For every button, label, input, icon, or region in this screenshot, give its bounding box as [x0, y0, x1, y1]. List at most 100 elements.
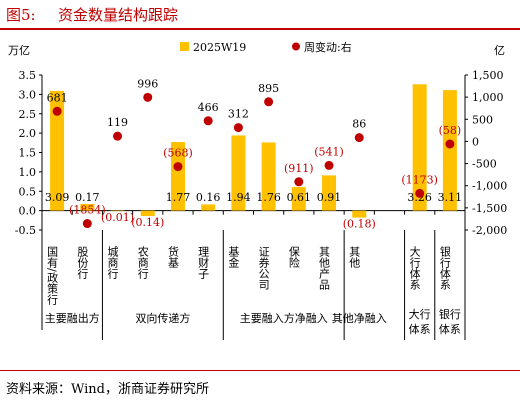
left-tick-label: 2.5: [19, 108, 37, 121]
point-value-label: 312: [228, 108, 249, 121]
bar-2025w19: [201, 204, 216, 211]
right-tick-label: -1,000: [472, 180, 507, 193]
category-label: 城商行: [106, 246, 119, 280]
bar-2025w19: [442, 90, 457, 211]
category-label: 理财子: [197, 246, 210, 279]
bar-2025w19: [140, 210, 155, 217]
category-label: 股份行: [76, 246, 89, 280]
weekly-change-point: [52, 106, 62, 116]
left-tick-label: 1.5: [19, 147, 37, 160]
weekly-change-point: [354, 133, 364, 143]
category-label: 基金: [227, 246, 240, 268]
legend-label-point: 周变动:右: [304, 40, 352, 54]
group-label: 体系: [409, 322, 431, 336]
category-label: 保险: [287, 245, 300, 269]
right-axis-unit: 亿: [494, 44, 505, 57]
bar-2025w19: [80, 204, 95, 211]
bar-value-label: (0.01): [101, 211, 134, 224]
group-label: 体系: [439, 322, 461, 336]
category-label: 其他: [348, 246, 361, 268]
point-value-label: (1173): [401, 173, 438, 186]
category-label: 大行体系: [408, 245, 421, 290]
right-tick-label: -2,000: [472, 224, 507, 237]
point-value-label: (911): [284, 162, 314, 175]
point-value-label: (1854): [69, 204, 106, 217]
weekly-change-point: [264, 97, 274, 107]
weekly-change-point: [324, 160, 334, 170]
group-label: 主要融出方: [45, 311, 100, 325]
bar-value-label: 3.11: [438, 191, 463, 204]
point-value-label: 996: [137, 77, 158, 90]
bar-2025w19: [170, 142, 185, 211]
weekly-change-point: [82, 219, 92, 229]
point-value-label: 119: [107, 116, 128, 129]
left-tick-label: 2.0: [19, 127, 37, 140]
title-bar: 图5: 资金数量结构跟踪: [0, 0, 520, 30]
category-label: 其他产品: [318, 246, 331, 290]
weekly-change-point: [445, 139, 455, 149]
bar-2025w19: [412, 84, 427, 211]
point-value-label: 466: [198, 101, 219, 114]
group-label: 其他净融入: [332, 311, 387, 325]
bar-value-label: 1.94: [226, 191, 251, 204]
footer-rule: [0, 370, 520, 371]
left-tick-label: 3.0: [19, 88, 37, 101]
right-tick-label: 1,000: [472, 91, 504, 104]
source-note: 资料来源：Wind，浙商证券研究所: [6, 382, 209, 397]
bar-2025w19: [50, 90, 65, 211]
weekly-change-point: [203, 116, 213, 126]
left-tick-label: 0.5: [19, 185, 37, 198]
weekly-change-point: [113, 131, 123, 141]
bar-value-label: (0.18): [343, 218, 376, 231]
weekly-change-point: [294, 177, 304, 187]
chart-title: 资金数量结构跟踪: [58, 6, 179, 24]
left-tick-label: 1.0: [19, 166, 37, 179]
weekly-change-point: [143, 92, 153, 102]
right-tick-label: 0: [472, 135, 479, 148]
left-tick-label: -0.5: [15, 224, 36, 237]
bar-2025w19: [322, 175, 337, 211]
bar-2025w19: [231, 135, 246, 211]
left-axis-unit: 万亿: [8, 44, 30, 57]
point-value-label: (58): [439, 124, 462, 137]
bar-value-label: 0.17: [75, 191, 100, 204]
group-label: 大行: [409, 307, 431, 321]
category-label: 银行体系: [438, 245, 451, 290]
legend-label-bar: 2025W19: [193, 41, 246, 54]
right-tick-label: -1,500: [472, 202, 507, 215]
category-label: 国有/政策行: [46, 246, 59, 306]
point-value-label: 895: [258, 82, 279, 95]
chart-svg: 万亿 亿 -0.5 0.0 0.5 1.0 1.5 2.0 2.5 3.0 3.5 -2,000 -1,…: [8, 40, 507, 340]
left-tick-label: 3.5: [19, 69, 37, 82]
weekly-change-point: [233, 123, 243, 133]
bar-value-label: 3.09: [45, 191, 70, 204]
bar-2025w19: [352, 210, 367, 218]
legend-swatch-point: [292, 42, 300, 51]
weekly-change-point: [173, 162, 183, 172]
group-label: 主要融入方净融入: [240, 311, 328, 325]
legend-swatch-bar: [180, 42, 189, 51]
figure-number: 图5:: [6, 6, 36, 24]
group-label: 银行: [439, 307, 461, 321]
category-label: 证券公司: [257, 246, 270, 290]
category-label: 货基: [166, 245, 179, 268]
point-value-label: (541): [314, 145, 344, 158]
bar-value-label: 0.16: [196, 191, 221, 204]
left-tick-label: 0.0: [19, 205, 37, 218]
category-label: 农商行: [136, 245, 149, 280]
bar-value-label: (0.14): [131, 216, 164, 229]
group-label: 双向传递方: [135, 311, 190, 325]
bar-2025w19: [261, 142, 276, 211]
bar-value-label: 1.76: [256, 191, 281, 204]
point-value-label: 681: [47, 91, 68, 104]
point-value-label: (568): [163, 147, 193, 160]
point-value-label: 86: [352, 118, 366, 131]
bar-value-label: 0.91: [317, 191, 342, 204]
bar-2025w19: [110, 210, 125, 212]
bar-value-label: 0.61: [287, 191, 312, 204]
right-tick-label: -500: [472, 158, 497, 171]
right-tick-label: 500: [472, 113, 493, 126]
bar-value-label: 1.77: [166, 191, 191, 204]
bar-2025w19: [291, 186, 306, 211]
